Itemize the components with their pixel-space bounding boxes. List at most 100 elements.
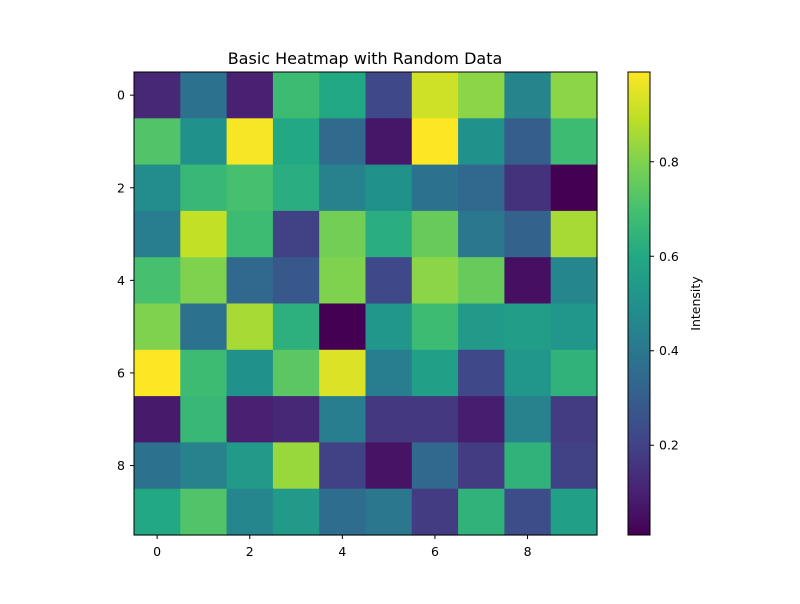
heatmap-cell <box>504 164 552 212</box>
heatmap-cell <box>458 164 505 212</box>
heatmap-cell <box>272 118 320 166</box>
heatmap-cell <box>134 164 181 212</box>
x-tick-label: 4 <box>338 544 346 559</box>
heatmap-cell <box>411 303 459 351</box>
colorbar-ticks: 0.2 0.4 0.6 0.8 <box>650 154 679 453</box>
heatmap-cell <box>272 488 320 536</box>
heatmap-cell <box>411 349 459 397</box>
heatmap-cell <box>272 72 320 119</box>
heatmap-cell <box>319 396 367 443</box>
heatmap-cell <box>550 349 598 397</box>
heatmap-cell <box>550 257 598 305</box>
heatmap-cell <box>319 72 367 119</box>
heatmap-cell <box>458 118 505 166</box>
heatmap-cell <box>180 396 228 443</box>
heatmap-cell <box>504 442 552 490</box>
heatmap-cell <box>134 442 181 490</box>
x-tick-label: 6 <box>431 544 439 559</box>
heatmap-cell <box>365 349 413 397</box>
heatmap-cell <box>226 349 274 397</box>
y-axis: 0 2 4 6 8 <box>117 88 134 473</box>
heatmap-cell <box>365 488 413 536</box>
y-tick-label: 0 <box>117 88 125 103</box>
colorbar-gradient <box>628 72 650 535</box>
heatmap-cell <box>411 72 459 119</box>
heatmap-cell <box>272 442 320 490</box>
y-tick-label: 4 <box>117 273 125 288</box>
heatmap-cell <box>180 210 228 258</box>
colorbar-tick-label: 0.2 <box>659 438 679 453</box>
heatmap-cell <box>458 488 505 536</box>
heatmap-cell <box>411 118 459 166</box>
colorbar: 0.2 0.4 0.6 0.8 Intensity <box>627 71 703 536</box>
heatmap-cell <box>180 488 228 536</box>
heatmap-cell <box>365 164 413 212</box>
heatmap-cell <box>319 442 367 490</box>
heatmap-cell <box>365 72 413 119</box>
heatmap-cell <box>458 210 505 258</box>
heatmap-cell <box>180 303 228 351</box>
y-tick-label: 2 <box>117 180 125 195</box>
heatmap-cell <box>458 396 505 443</box>
colorbar-tick-label: 0.4 <box>659 343 679 358</box>
heatmap-cell <box>365 303 413 351</box>
x-axis: 0 2 4 6 8 <box>153 535 532 559</box>
heatmap-cell <box>365 442 413 490</box>
heatmap-cell <box>134 396 181 443</box>
heatmap-cell <box>180 442 228 490</box>
heatmap-cell <box>134 210 181 258</box>
heatmap-cell <box>319 210 367 258</box>
heatmap-cell <box>226 118 274 166</box>
heatmap-cell <box>272 303 320 351</box>
heatmap-cells <box>134 72 598 536</box>
heatmap-cell <box>365 396 413 443</box>
heatmap-cell <box>134 303 181 351</box>
heatmap-cell <box>504 303 552 351</box>
heatmap-cell <box>550 210 598 258</box>
heatmap-cell <box>180 72 228 119</box>
heatmap-cell <box>226 210 274 258</box>
heatmap-cell <box>180 118 228 166</box>
colorbar-label: Intensity <box>688 276 703 331</box>
y-tick-label: 8 <box>117 458 125 473</box>
heatmap-cell <box>411 396 459 443</box>
heatmap-cell <box>180 257 228 305</box>
heatmap-cell <box>319 164 367 212</box>
y-tick-label: 6 <box>117 365 125 380</box>
heatmap-cell <box>272 257 320 305</box>
heatmap-cell <box>319 257 367 305</box>
heatmap-cell <box>134 118 181 166</box>
heatmap-cell <box>365 257 413 305</box>
heatmap-cell <box>226 488 274 536</box>
chart-title: Basic Heatmap with Random Data <box>228 49 503 68</box>
heatmap-cell <box>226 442 274 490</box>
heatmap-cell <box>319 488 367 536</box>
heatmap-cell <box>180 164 228 212</box>
heatmap-cell <box>272 164 320 212</box>
heatmap-cell <box>550 396 598 443</box>
heatmap-cell <box>504 210 552 258</box>
heatmap-cell <box>504 118 552 166</box>
plot-frame <box>133 71 598 536</box>
heatmap-cell <box>272 396 320 443</box>
heatmap-cell <box>504 396 552 443</box>
x-tick-label: 8 <box>524 544 532 559</box>
heatmap-cell <box>226 303 274 351</box>
heatmap-cell <box>458 72 505 119</box>
heatmap-cell <box>550 118 598 166</box>
heatmap-cell <box>365 210 413 258</box>
heatmap-cell <box>319 303 367 351</box>
heatmap-cell <box>226 257 274 305</box>
heatmap-cell <box>272 349 320 397</box>
heatmap-cell <box>411 164 459 212</box>
heatmap-cell <box>458 257 505 305</box>
heatmap-cell <box>411 488 459 536</box>
heatmap-cell <box>411 257 459 305</box>
x-tick-label: 0 <box>153 544 161 559</box>
x-tick-label: 2 <box>246 544 254 559</box>
heatmap-cell <box>550 164 598 212</box>
heatmap-cell <box>411 442 459 490</box>
heatmap-cell <box>411 210 459 258</box>
heatmap-cell <box>550 72 598 119</box>
colorbar-tick-label: 0.6 <box>659 249 679 264</box>
